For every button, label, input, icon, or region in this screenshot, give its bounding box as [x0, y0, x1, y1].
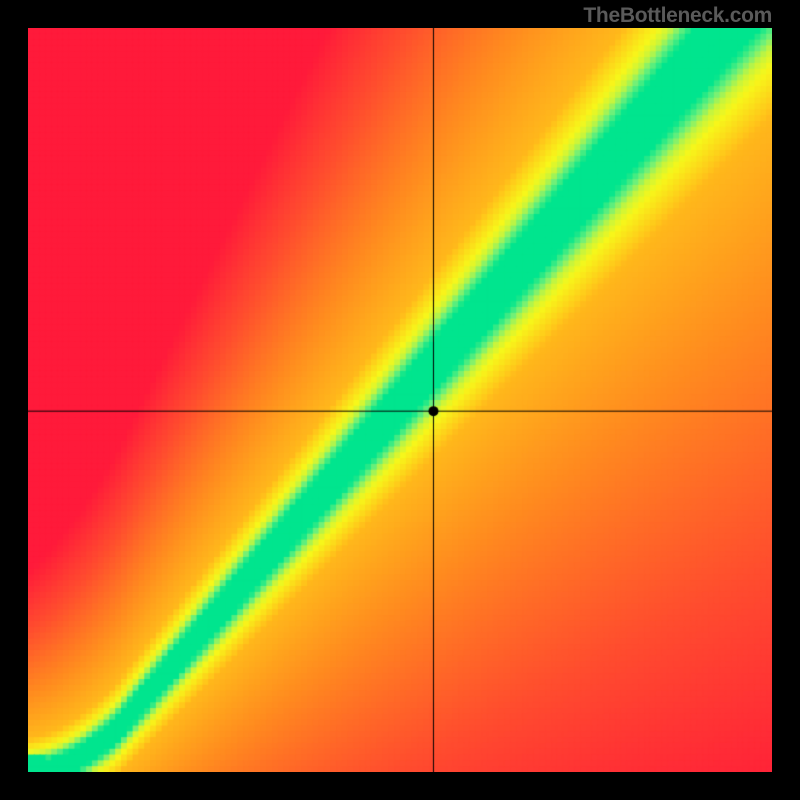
- bottleneck-heatmap: [28, 28, 772, 772]
- chart-container: TheBottleneck.com: [0, 0, 800, 800]
- watermark-label: TheBottleneck.com: [583, 4, 772, 28]
